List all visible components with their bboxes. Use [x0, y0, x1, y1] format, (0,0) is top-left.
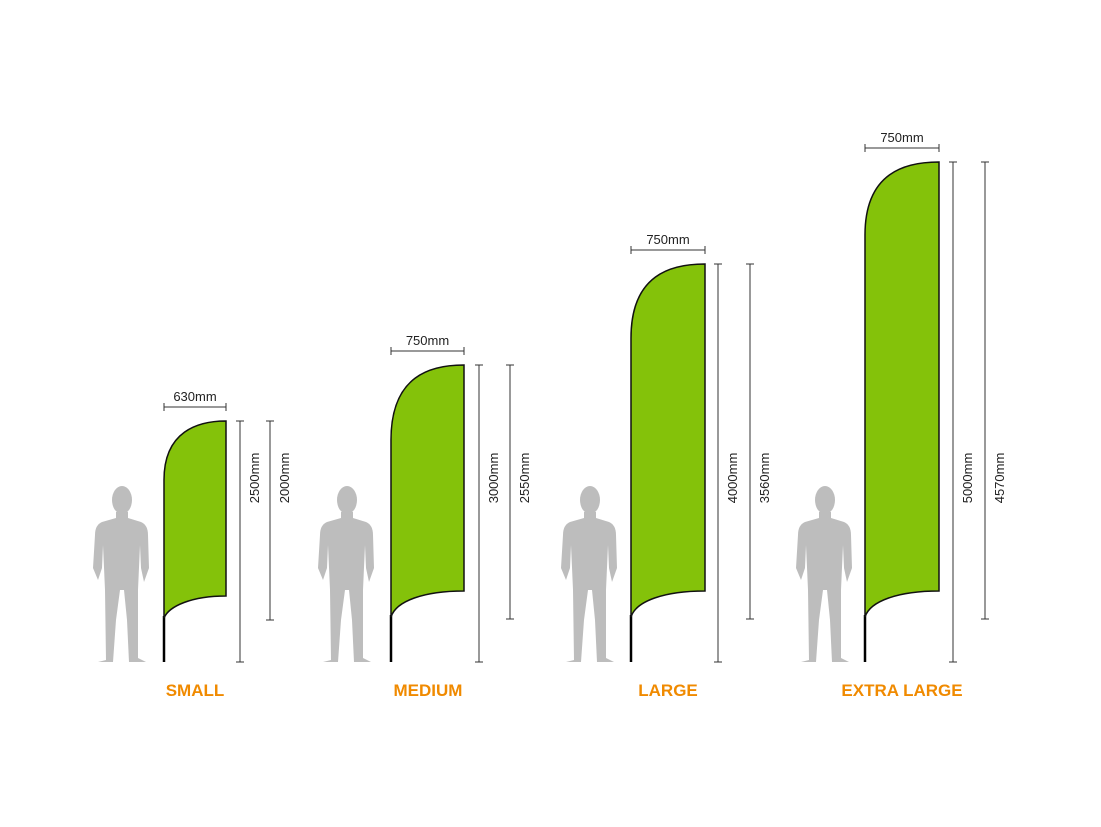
height-label: 4570mm [992, 453, 1007, 504]
flag-group: 750mm 5000mm 4570mm EXTRA LARGE [796, 130, 1007, 700]
flag [390, 364, 465, 618]
person-silhouette [93, 486, 149, 662]
height-label: 4000mm [725, 453, 740, 504]
person-silhouette [796, 486, 852, 662]
size-name: MEDIUM [394, 681, 463, 700]
height-label: 2000mm [277, 453, 292, 504]
flag-group: 630mm 2500mm 2000mm SMALL [93, 389, 292, 700]
height-label: 2550mm [517, 453, 532, 504]
height-label: 3000mm [486, 453, 501, 504]
person-silhouette [561, 486, 617, 662]
width-label: 750mm [880, 130, 923, 145]
width-label: 750mm [406, 333, 449, 348]
width-label: 630mm [173, 389, 216, 404]
height-label: 2500mm [247, 453, 262, 504]
width-label: 750mm [646, 232, 689, 247]
flag [163, 420, 227, 619]
person-silhouette [318, 486, 374, 662]
flag-group: 750mm 3000mm 2550mm MEDIUM [318, 333, 532, 700]
height-label: 5000mm [960, 453, 975, 504]
size-name: LARGE [638, 681, 698, 700]
flag-group: 750mm 4000mm 3560mm LARGE [561, 232, 772, 700]
size-name: EXTRA LARGE [841, 681, 962, 700]
flag [864, 161, 940, 618]
height-label: 3560mm [757, 453, 772, 504]
size-name: SMALL [166, 681, 225, 700]
flag [630, 263, 706, 618]
